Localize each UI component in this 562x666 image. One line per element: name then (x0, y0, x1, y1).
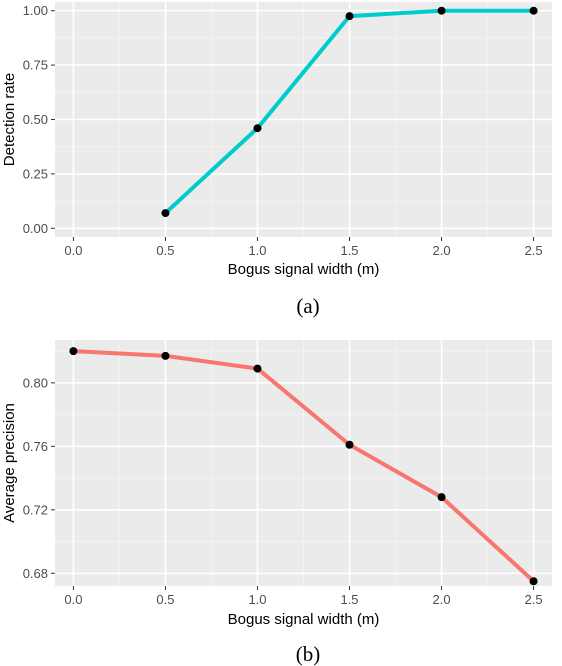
detection-rate-chart: 0.0 0.5 1.0 1.5 2.0 2.5 0.00 0.25 0.50 0.75 1.00 B… (1, 2, 552, 318)
data-point (529, 577, 538, 586)
data-point (437, 493, 446, 502)
data-point (345, 12, 354, 21)
x-tick-label: 1.5 (340, 592, 358, 607)
y-tick-label: 0.00 (23, 221, 48, 236)
data-point (253, 364, 262, 373)
data-point (161, 209, 170, 218)
x-tick-label: 2.0 (433, 243, 451, 258)
y-tick-label: 0.75 (23, 58, 48, 73)
y-axis-title-a: Detection rate (1, 73, 18, 166)
series-line (71, 349, 536, 584)
x-tick-label: 0.0 (64, 243, 82, 258)
x-tick-label: 2.5 (525, 592, 543, 607)
data-point (161, 351, 170, 360)
x-axis-title-a: Bogus signal width (m) (228, 261, 380, 278)
average-precision-chart: 0.0 0.5 1.0 1.5 2.0 2.5 0.68 0.72 0.76 0.80 Bogus… (1, 340, 552, 666)
data-point (253, 124, 262, 133)
y-tick-label: 0.68 (23, 566, 48, 581)
x-tick-label: 0.5 (156, 243, 174, 258)
data-point (69, 347, 78, 356)
grid-lines-b (55, 340, 552, 586)
y-tick-label: 0.72 (23, 502, 48, 517)
x-tick-label: 1.5 (340, 243, 358, 258)
y-tick-label: 0.76 (23, 439, 48, 454)
y-tick-label: 0.25 (23, 166, 48, 181)
x-tick-label: 1.0 (248, 592, 266, 607)
y-tick-label: 1.00 (23, 3, 48, 18)
x-axis-title-b: Bogus signal width (m) (228, 611, 380, 628)
caption-a: (a) (296, 294, 319, 318)
data-point (345, 440, 354, 449)
y-tick-label: 0.80 (23, 375, 48, 390)
tick-labels-a: 0.0 0.5 1.0 1.5 2.0 2.5 0.00 0.25 0.50 0.75 1.00 (23, 3, 543, 258)
y-tick-label: 0.50 (23, 112, 48, 127)
series-b (69, 347, 538, 586)
y-axis-title-b: Average precision (1, 403, 18, 523)
x-tick-label: 2.0 (433, 592, 451, 607)
series-a (161, 6, 538, 218)
x-tick-label: 1.0 (248, 243, 266, 258)
tick-labels-b: 0.0 0.5 1.0 1.5 2.0 2.5 0.68 0.72 0.76 0.80 (23, 375, 543, 607)
x-tick-label: 2.5 (525, 243, 543, 258)
x-tick-label: 0.5 (156, 592, 174, 607)
x-tick-label: 0.0 (64, 592, 82, 607)
data-point (437, 6, 446, 15)
data-point (529, 6, 538, 15)
caption-b: (b) (296, 642, 321, 666)
